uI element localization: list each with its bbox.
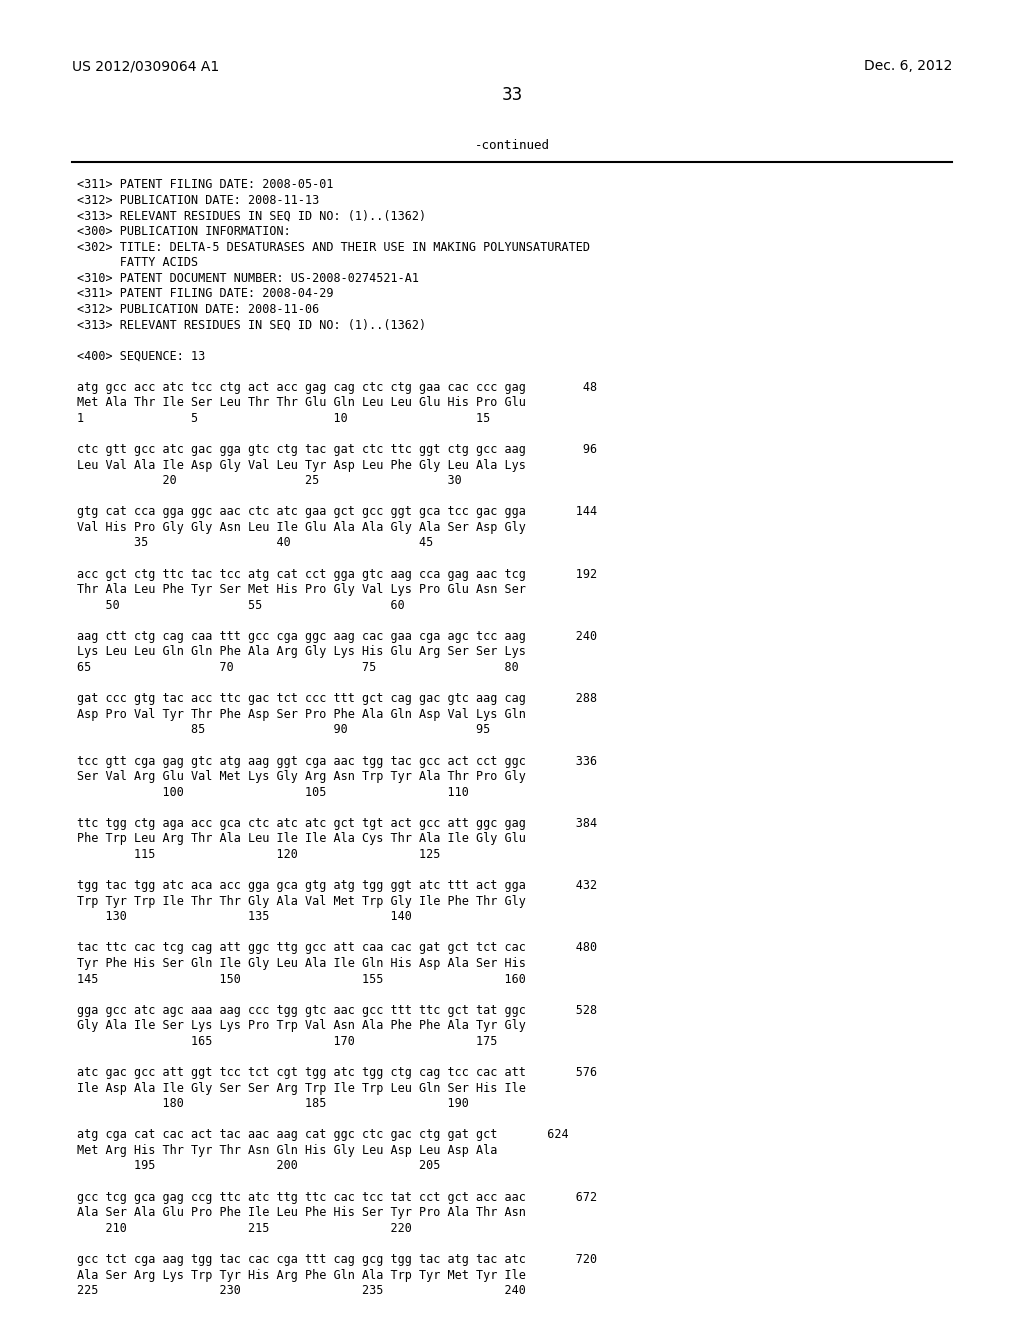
Text: Met Arg His Thr Tyr Thr Asn Gln His Gly Leu Asp Leu Asp Ala: Met Arg His Thr Tyr Thr Asn Gln His Gly … — [77, 1144, 498, 1156]
Text: Asp Pro Val Tyr Thr Phe Asp Ser Pro Phe Ala Gln Asp Val Lys Gln: Asp Pro Val Tyr Thr Phe Asp Ser Pro Phe … — [77, 708, 525, 721]
Text: 225                 230                 235                 240: 225 230 235 240 — [77, 1284, 525, 1298]
Text: <311> PATENT FILING DATE: 2008-04-29: <311> PATENT FILING DATE: 2008-04-29 — [77, 288, 333, 300]
Text: tac ttc cac tcg cag att ggc ttg gcc att caa cac gat gct tct cac       480: tac ttc cac tcg cag att ggc ttg gcc att … — [77, 941, 597, 954]
Text: Trp Tyr Trp Ile Thr Thr Gly Ala Val Met Trp Gly Ile Phe Thr Gly: Trp Tyr Trp Ile Thr Thr Gly Ala Val Met … — [77, 895, 525, 908]
Text: <313> RELEVANT RESIDUES IN SEQ ID NO: (1)..(1362): <313> RELEVANT RESIDUES IN SEQ ID NO: (1… — [77, 318, 426, 331]
Text: 210                 215                 220: 210 215 220 — [77, 1222, 412, 1234]
Text: 35                  40                  45: 35 40 45 — [77, 536, 433, 549]
Text: 33: 33 — [502, 86, 522, 104]
Text: aag ctt ctg cag caa ttt gcc cga ggc aag cac gaa cga agc tcc aag       240: aag ctt ctg cag caa ttt gcc cga ggc aag … — [77, 630, 597, 643]
Text: 50                  55                  60: 50 55 60 — [77, 599, 404, 611]
Text: 180                 185                 190: 180 185 190 — [77, 1097, 469, 1110]
Text: 195                 200                 205: 195 200 205 — [77, 1159, 440, 1172]
Text: 145                 150                 155                 160: 145 150 155 160 — [77, 973, 525, 986]
Text: gtg cat cca gga ggc aac ctc atc gaa gct gcc ggt gca tcc gac gga       144: gtg cat cca gga ggc aac ctc atc gaa gct … — [77, 506, 597, 519]
Text: 65                  70                  75                  80: 65 70 75 80 — [77, 661, 518, 675]
Text: <312> PUBLICATION DATE: 2008-11-13: <312> PUBLICATION DATE: 2008-11-13 — [77, 194, 319, 207]
Text: ctc gtt gcc atc gac gga gtc ctg tac gat ctc ttc ggt ctg gcc aag        96: ctc gtt gcc atc gac gga gtc ctg tac gat … — [77, 444, 597, 455]
Text: Gly Ala Ile Ser Lys Lys Pro Trp Val Asn Ala Phe Phe Ala Tyr Gly: Gly Ala Ile Ser Lys Lys Pro Trp Val Asn … — [77, 1019, 525, 1032]
Text: 115                 120                 125: 115 120 125 — [77, 847, 440, 861]
Text: 100                 105                 110: 100 105 110 — [77, 785, 469, 799]
Text: US 2012/0309064 A1: US 2012/0309064 A1 — [72, 59, 219, 74]
Text: tcc gtt cga gag gtc atg aag ggt cga aac tgg tac gcc act cct ggc       336: tcc gtt cga gag gtc atg aag ggt cga aac … — [77, 755, 597, 767]
Text: Ala Ser Arg Lys Trp Tyr His Arg Phe Gln Ala Trp Tyr Met Tyr Ile: Ala Ser Arg Lys Trp Tyr His Arg Phe Gln … — [77, 1269, 525, 1282]
Text: atg cga cat cac act tac aac aag cat ggc ctc gac ctg gat gct       624: atg cga cat cac act tac aac aag cat ggc … — [77, 1129, 568, 1142]
Text: <302> TITLE: DELTA-5 DESATURASES AND THEIR USE IN MAKING POLYUNSATURATED: <302> TITLE: DELTA-5 DESATURASES AND THE… — [77, 240, 590, 253]
Text: Leu Val Ala Ile Asp Gly Val Leu Tyr Asp Leu Phe Gly Leu Ala Lys: Leu Val Ala Ile Asp Gly Val Leu Tyr Asp … — [77, 458, 525, 471]
Text: 165                 170                 175: 165 170 175 — [77, 1035, 498, 1048]
Text: <310> PATENT DOCUMENT NUMBER: US-2008-0274521-A1: <310> PATENT DOCUMENT NUMBER: US-2008-02… — [77, 272, 419, 285]
Text: gcc tcg gca gag ccg ttc atc ttg ttc cac tcc tat cct gct acc aac       672: gcc tcg gca gag ccg ttc atc ttg ttc cac … — [77, 1191, 597, 1204]
Text: Tyr Phe His Ser Gln Ile Gly Leu Ala Ile Gln His Asp Ala Ser His: Tyr Phe His Ser Gln Ile Gly Leu Ala Ile … — [77, 957, 525, 970]
Text: Dec. 6, 2012: Dec. 6, 2012 — [864, 59, 952, 74]
Text: Met Ala Thr Ile Ser Leu Thr Thr Glu Gln Leu Leu Glu His Pro Glu: Met Ala Thr Ile Ser Leu Thr Thr Glu Gln … — [77, 396, 525, 409]
Text: <400> SEQUENCE: 13: <400> SEQUENCE: 13 — [77, 350, 205, 363]
Text: tgg tac tgg atc aca acc gga gca gtg atg tgg ggt atc ttt act gga       432: tgg tac tgg atc aca acc gga gca gtg atg … — [77, 879, 597, 892]
Text: Phe Trp Leu Arg Thr Ala Leu Ile Ile Ala Cys Thr Ala Ile Gly Glu: Phe Trp Leu Arg Thr Ala Leu Ile Ile Ala … — [77, 833, 525, 845]
Text: Val His Pro Gly Gly Asn Leu Ile Glu Ala Ala Gly Ala Ser Asp Gly: Val His Pro Gly Gly Asn Leu Ile Glu Ala … — [77, 521, 525, 533]
Text: 130                 135                 140: 130 135 140 — [77, 911, 412, 923]
Text: Lys Leu Leu Gln Gln Phe Ala Arg Gly Lys His Glu Arg Ser Ser Lys: Lys Leu Leu Gln Gln Phe Ala Arg Gly Lys … — [77, 645, 525, 659]
Text: 20                  25                  30: 20 25 30 — [77, 474, 462, 487]
Text: gat ccc gtg tac acc ttc gac tct ccc ttt gct cag gac gtc aag cag       288: gat ccc gtg tac acc ttc gac tct ccc ttt … — [77, 692, 597, 705]
Text: 1               5                   10                  15: 1 5 10 15 — [77, 412, 490, 425]
Text: gcc tct cga aag tgg tac cac cga ttt cag gcg tgg tac atg tac atc       720: gcc tct cga aag tgg tac cac cga ttt cag … — [77, 1253, 597, 1266]
Text: FATTY ACIDS: FATTY ACIDS — [77, 256, 198, 269]
Text: <313> RELEVANT RESIDUES IN SEQ ID NO: (1)..(1362): <313> RELEVANT RESIDUES IN SEQ ID NO: (1… — [77, 210, 426, 222]
Text: Ile Asp Ala Ile Gly Ser Ser Arg Trp Ile Trp Leu Gln Ser His Ile: Ile Asp Ala Ile Gly Ser Ser Arg Trp Ile … — [77, 1081, 525, 1094]
Text: <311> PATENT FILING DATE: 2008-05-01: <311> PATENT FILING DATE: 2008-05-01 — [77, 178, 333, 191]
Text: <300> PUBLICATION INFORMATION:: <300> PUBLICATION INFORMATION: — [77, 224, 291, 238]
Text: 85                  90                  95: 85 90 95 — [77, 723, 490, 737]
Text: ttc tgg ctg aga acc gca ctc atc atc gct tgt act gcc att ggc gag       384: ttc tgg ctg aga acc gca ctc atc atc gct … — [77, 817, 597, 830]
Text: Thr Ala Leu Phe Tyr Ser Met His Pro Gly Val Lys Pro Glu Asn Ser: Thr Ala Leu Phe Tyr Ser Met His Pro Gly … — [77, 583, 525, 597]
Text: atg gcc acc atc tcc ctg act acc gag cag ctc ctg gaa cac ccc gag        48: atg gcc acc atc tcc ctg act acc gag cag … — [77, 380, 597, 393]
Text: acc gct ctg ttc tac tcc atg cat cct gga gtc aag cca gag aac tcg       192: acc gct ctg ttc tac tcc atg cat cct gga … — [77, 568, 597, 581]
Text: Ser Val Arg Glu Val Met Lys Gly Arg Asn Trp Tyr Ala Thr Pro Gly: Ser Val Arg Glu Val Met Lys Gly Arg Asn … — [77, 770, 525, 783]
Text: -continued: -continued — [474, 139, 550, 152]
Text: gga gcc atc agc aaa aag ccc tgg gtc aac gcc ttt ttc gct tat ggc       528: gga gcc atc agc aaa aag ccc tgg gtc aac … — [77, 1003, 597, 1016]
Text: <312> PUBLICATION DATE: 2008-11-06: <312> PUBLICATION DATE: 2008-11-06 — [77, 302, 319, 315]
Text: Ala Ser Ala Glu Pro Phe Ile Leu Phe His Ser Tyr Pro Ala Thr Asn: Ala Ser Ala Glu Pro Phe Ile Leu Phe His … — [77, 1206, 525, 1220]
Text: atc gac gcc att ggt tcc tct cgt tgg atc tgg ctg cag tcc cac att       576: atc gac gcc att ggt tcc tct cgt tgg atc … — [77, 1067, 597, 1078]
